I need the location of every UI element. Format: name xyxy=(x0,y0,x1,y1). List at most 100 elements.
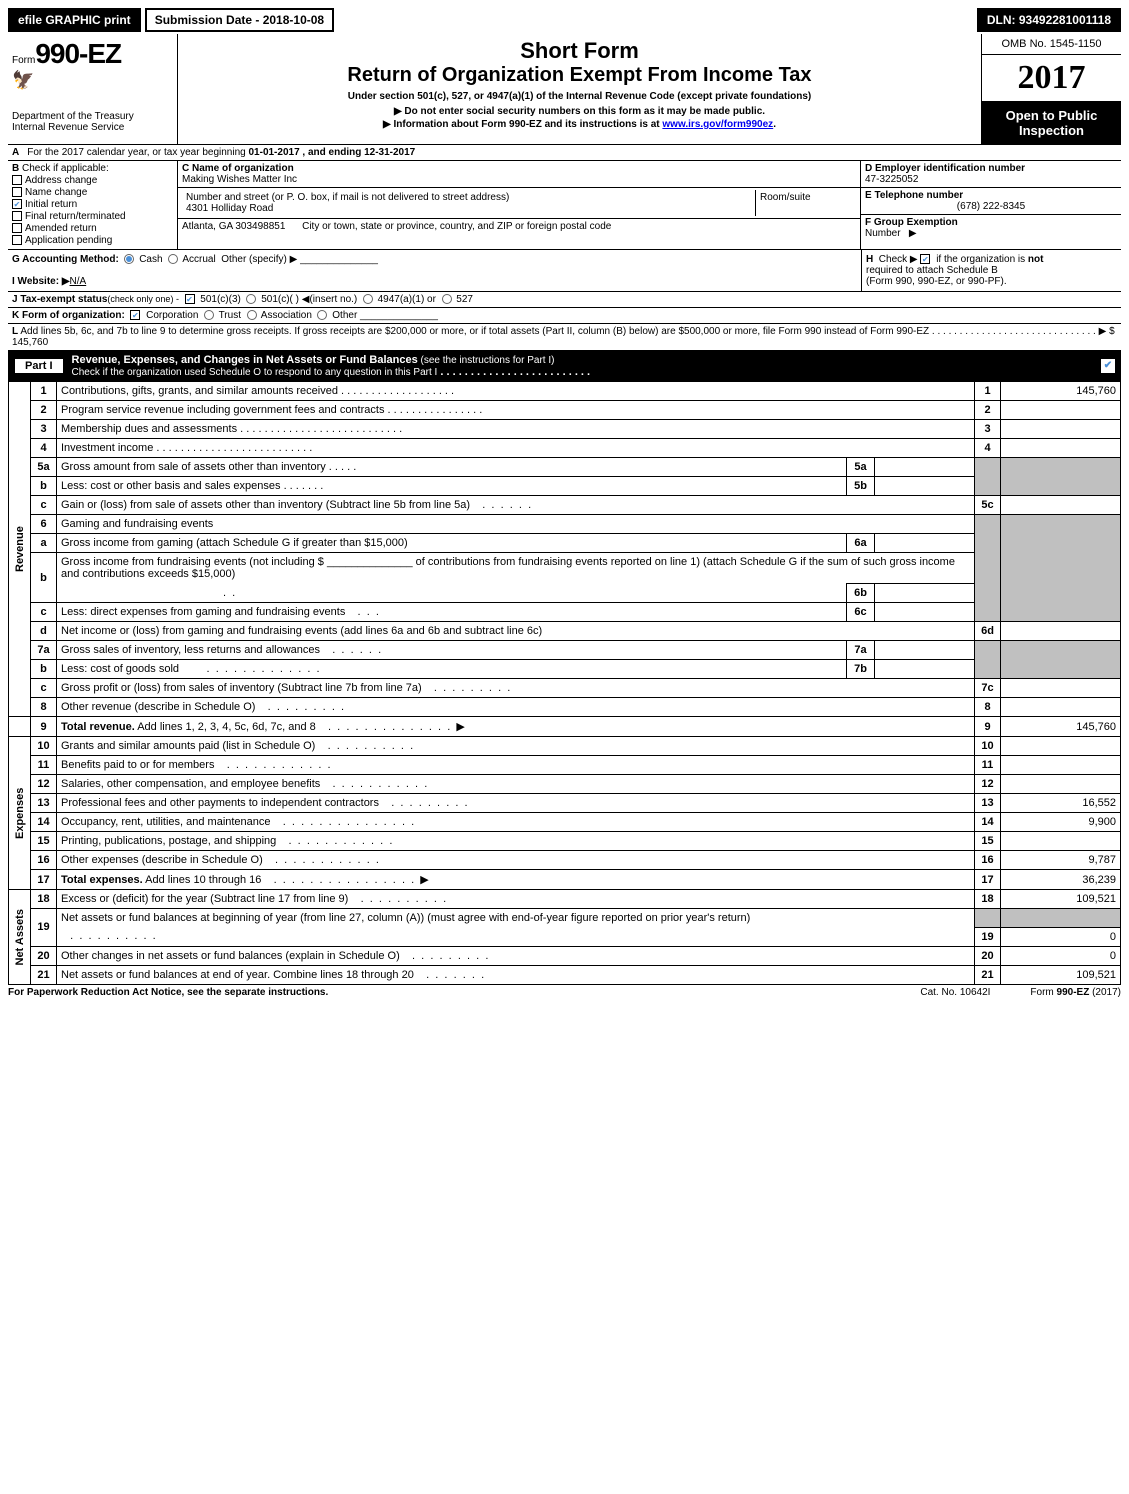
line-7a-val xyxy=(875,641,975,660)
part-1-table: Revenue 1 Contributions, gifts, grants, … xyxy=(8,381,1121,985)
line-21-amt: 109,521 xyxy=(1001,965,1121,984)
line-20-desc: Other changes in net assets or fund bala… xyxy=(57,946,975,965)
submission-date-button[interactable]: Submission Date - 2018-10-08 xyxy=(145,8,334,32)
line-14-num: 14 xyxy=(31,813,57,832)
footer-paperwork-notice: For Paperwork Reduction Act Notice, see … xyxy=(8,987,328,998)
chk-name-change[interactable]: Name change xyxy=(12,187,173,198)
h-checkbox[interactable]: ✔ xyxy=(920,254,930,264)
chk-amended-return[interactable]: Amended return xyxy=(12,223,173,234)
line-6a-val xyxy=(875,534,975,553)
line-6c-desc: Less: direct expenses from gaming and fu… xyxy=(57,603,847,622)
line-6a: a Gross income from gaming (attach Sched… xyxy=(9,534,1121,553)
line-18-num: 18 xyxy=(31,890,57,909)
line-15-num: 15 xyxy=(31,832,57,851)
title-box: Short Form Return of Organization Exempt… xyxy=(178,34,981,144)
chk-4947[interactable] xyxy=(363,294,373,304)
line-6d-num: d xyxy=(31,622,57,641)
form-prefix: Form xyxy=(12,55,35,66)
line-19-desc2: . . . . . . . . . . xyxy=(57,927,975,946)
line-3-ln: 3 xyxy=(975,420,1001,439)
line-7b: b Less: cost of goods sold . . . . . . .… xyxy=(9,660,1121,679)
line-12: 12 Salaries, other compensation, and emp… xyxy=(9,775,1121,794)
line-10: Expenses 10 Grants and similar amounts p… xyxy=(9,737,1121,756)
line-6a-num: a xyxy=(31,534,57,553)
line-5b: b Less: cost or other basis and sales ex… xyxy=(9,477,1121,496)
line-15-desc: Printing, publications, postage, and shi… xyxy=(57,832,975,851)
room-suite-label: Room/suite xyxy=(760,192,811,203)
efile-print-button[interactable]: efile GRAPHIC print xyxy=(8,8,141,32)
section-501-subtitle: Under section 501(c), 527, or 4947(a)(1)… xyxy=(182,91,977,102)
chk-application-pending-label: Application pending xyxy=(25,235,112,246)
label-a: A xyxy=(8,145,23,160)
chk-association[interactable] xyxy=(247,310,257,320)
line-6d: d Net income or (loss) from gaming and f… xyxy=(9,622,1121,641)
line-17-ln: 17 xyxy=(975,870,1001,890)
label-i: I Website: ▶ xyxy=(12,276,70,287)
footer-cat-no: Cat. No. 10642I xyxy=(920,987,990,998)
line-10-ln: 10 xyxy=(975,737,1001,756)
group-exemption-arrow: ▶ xyxy=(909,228,917,239)
line-17-desc: Total expenses. Add lines 10 through 16 … xyxy=(57,870,975,890)
line-15: 15 Printing, publications, postage, and … xyxy=(9,832,1121,851)
row-k-form-of-org: K Form of organization: ✔ Corporation Tr… xyxy=(8,308,1121,324)
line-6-desc: Gaming and fundraising events xyxy=(57,515,975,534)
h-text4: (Form 990, 990-EZ, or 990-PF). xyxy=(866,276,1007,287)
line-12-num: 12 xyxy=(31,775,57,794)
line-8: 8 Other revenue (describe in Schedule O)… xyxy=(9,698,1121,717)
city-block: Atlanta, GA 303498851 City or town, stat… xyxy=(178,219,860,234)
chk-trust[interactable] xyxy=(204,310,214,320)
radio-accrual[interactable] xyxy=(168,254,178,264)
line-16-amt: 9,787 xyxy=(1001,851,1121,870)
line-12-amt xyxy=(1001,775,1121,794)
tax-year-begin: 01-01-2017 xyxy=(248,147,299,158)
line-6b-desc: Gross income from fundraising events (no… xyxy=(57,553,975,584)
chk-527[interactable] xyxy=(442,294,452,304)
radio-cash[interactable] xyxy=(124,254,134,264)
radio-cash-label: Cash xyxy=(139,254,162,265)
chk-address-change[interactable]: Address change xyxy=(12,175,173,186)
line-7c-num: c xyxy=(31,679,57,698)
open-public-line2: Inspection xyxy=(986,123,1117,138)
instructions-prefix: ▶ Information about Form 990-EZ and its … xyxy=(383,119,662,130)
line-5c-ln: 5c xyxy=(975,496,1001,515)
line-7a: 7a Gross sales of inventory, less return… xyxy=(9,641,1121,660)
line-5a-desc: Gross amount from sale of assets other t… xyxy=(57,458,847,477)
main-title: Return of Organization Exempt From Incom… xyxy=(182,64,977,87)
expenses-side-label: Expenses xyxy=(9,737,31,890)
line-5c-amt xyxy=(1001,496,1121,515)
part-1-label: Part I xyxy=(14,358,64,374)
group-exemption-number-label: Number xyxy=(865,228,901,239)
chk-initial-return[interactable]: ✔Initial return xyxy=(12,199,173,210)
chk-final-return[interactable]: Final return/terminated xyxy=(12,211,173,222)
instructions-link[interactable]: www.irs.gov/form990ez xyxy=(662,119,773,130)
chk-other-org[interactable] xyxy=(317,310,327,320)
line-7c: c Gross profit or (loss) from sales of i… xyxy=(9,679,1121,698)
line-11-desc: Benefits paid to or for members . . . . … xyxy=(57,756,975,775)
line-5a-mini: 5a xyxy=(847,458,875,477)
chk-corporation[interactable]: ✔ xyxy=(130,310,140,320)
line-20: 20 Other changes in net assets or fund b… xyxy=(9,946,1121,965)
l-text: Add lines 5b, 6c, and 7b to line 9 to de… xyxy=(20,326,929,337)
ssn-warning: ▶ Do not enter social security numbers o… xyxy=(182,106,977,117)
page-footer: For Paperwork Reduction Act Notice, see … xyxy=(8,987,1121,998)
chk-501c3[interactable]: ✔ xyxy=(185,294,195,304)
line-18-amt: 109,521 xyxy=(1001,890,1121,909)
radio-accrual-label: Accrual xyxy=(182,254,215,265)
org-name-label: C Name of organization xyxy=(182,163,294,174)
line-13-amt: 16,552 xyxy=(1001,794,1121,813)
irs-eagle-icon: 🦅 xyxy=(12,70,173,91)
part-1-schedule-o-checkbox[interactable]: ✔ xyxy=(1101,359,1115,373)
chk-application-pending[interactable]: Application pending xyxy=(12,235,173,246)
chk-501c[interactable] xyxy=(246,294,256,304)
netassets-side-label: Net Assets xyxy=(9,890,31,985)
line-5a-num: 5a xyxy=(31,458,57,477)
line-6b-desc2: . . xyxy=(57,584,847,603)
line-2: 2 Program service revenue including gove… xyxy=(9,401,1121,420)
column-c-org-info: C Name of organization Making Wishes Mat… xyxy=(178,161,861,249)
line-5b-desc: Less: cost or other basis and sales expe… xyxy=(57,477,847,496)
line-17: 17 Total expenses. Add lines 10 through … xyxy=(9,870,1121,890)
line-3: 3 Membership dues and assessments . . . … xyxy=(9,420,1121,439)
line-7a-mini: 7a xyxy=(847,641,875,660)
chk-name-change-label: Name change xyxy=(25,187,87,198)
chk-501c-label: 501(c)( ) ◀(insert no.) xyxy=(261,294,357,305)
